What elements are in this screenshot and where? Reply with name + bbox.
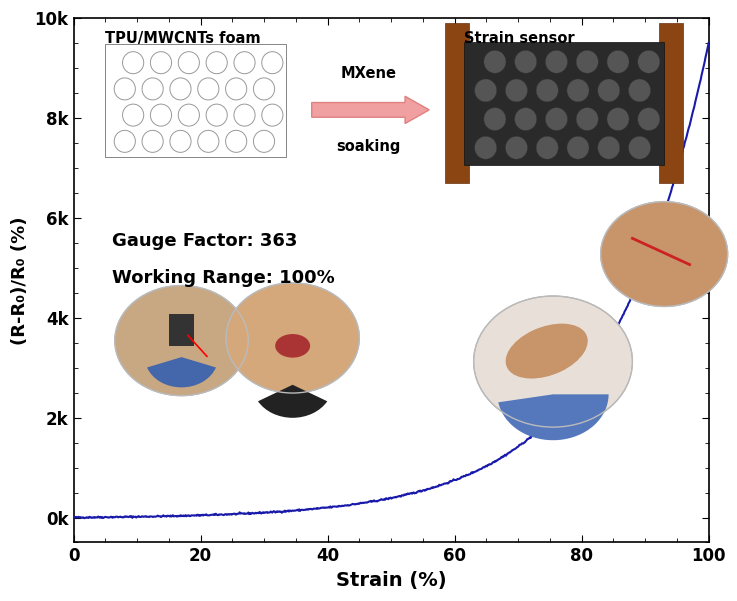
Ellipse shape xyxy=(114,130,136,152)
Bar xyxy=(464,41,664,165)
Circle shape xyxy=(601,202,727,307)
Bar xyxy=(445,23,469,183)
Text: TPU/MWCNTs foam: TPU/MWCNTs foam xyxy=(105,31,261,46)
Wedge shape xyxy=(258,385,327,418)
Ellipse shape xyxy=(536,79,559,102)
Text: Working Range: 100%: Working Range: 100% xyxy=(111,269,335,287)
X-axis label: Strain (%): Strain (%) xyxy=(336,571,447,590)
Ellipse shape xyxy=(178,52,200,74)
Ellipse shape xyxy=(536,136,559,159)
Ellipse shape xyxy=(178,104,200,126)
Ellipse shape xyxy=(576,108,598,130)
Circle shape xyxy=(226,283,360,393)
Ellipse shape xyxy=(576,50,598,73)
Ellipse shape xyxy=(206,52,227,74)
Ellipse shape xyxy=(567,136,589,159)
Ellipse shape xyxy=(142,130,163,152)
Ellipse shape xyxy=(545,108,567,130)
Wedge shape xyxy=(498,394,609,440)
Ellipse shape xyxy=(506,79,528,102)
Ellipse shape xyxy=(254,130,275,152)
Ellipse shape xyxy=(262,104,283,126)
Ellipse shape xyxy=(170,130,191,152)
Circle shape xyxy=(474,296,632,427)
Ellipse shape xyxy=(629,136,651,159)
Ellipse shape xyxy=(275,334,310,358)
Ellipse shape xyxy=(483,50,506,73)
Ellipse shape xyxy=(638,50,660,73)
Ellipse shape xyxy=(545,50,567,73)
Y-axis label: (R-R₀)/R₀ (%): (R-R₀)/R₀ (%) xyxy=(11,216,29,344)
Ellipse shape xyxy=(514,108,537,130)
Bar xyxy=(105,44,286,157)
Ellipse shape xyxy=(142,78,163,100)
Ellipse shape xyxy=(607,50,629,73)
Ellipse shape xyxy=(629,79,651,102)
Circle shape xyxy=(115,285,248,395)
Ellipse shape xyxy=(170,78,191,100)
Ellipse shape xyxy=(198,130,219,152)
Ellipse shape xyxy=(607,108,629,130)
Ellipse shape xyxy=(483,108,506,130)
Text: MXene: MXene xyxy=(340,66,397,81)
Ellipse shape xyxy=(598,79,620,102)
Ellipse shape xyxy=(206,104,227,126)
Text: Gauge Factor: 363: Gauge Factor: 363 xyxy=(111,232,297,250)
Ellipse shape xyxy=(226,130,247,152)
Ellipse shape xyxy=(150,52,172,74)
Ellipse shape xyxy=(638,108,660,130)
Ellipse shape xyxy=(254,78,275,100)
Ellipse shape xyxy=(122,104,144,126)
Ellipse shape xyxy=(475,136,497,159)
Ellipse shape xyxy=(506,136,528,159)
Ellipse shape xyxy=(506,323,587,379)
Bar xyxy=(660,23,683,183)
Ellipse shape xyxy=(262,52,283,74)
Ellipse shape xyxy=(150,104,172,126)
Bar xyxy=(169,314,194,346)
Ellipse shape xyxy=(567,79,589,102)
Ellipse shape xyxy=(234,104,255,126)
Ellipse shape xyxy=(198,78,219,100)
Ellipse shape xyxy=(475,79,497,102)
Ellipse shape xyxy=(514,50,537,73)
Ellipse shape xyxy=(226,78,247,100)
Ellipse shape xyxy=(234,52,255,74)
Bar xyxy=(105,44,286,157)
Text: soaking: soaking xyxy=(337,139,401,154)
FancyArrow shape xyxy=(312,96,429,124)
Ellipse shape xyxy=(598,136,620,159)
Ellipse shape xyxy=(122,52,144,74)
Text: Strain sensor: Strain sensor xyxy=(464,31,575,46)
Ellipse shape xyxy=(114,78,136,100)
Wedge shape xyxy=(147,357,216,388)
